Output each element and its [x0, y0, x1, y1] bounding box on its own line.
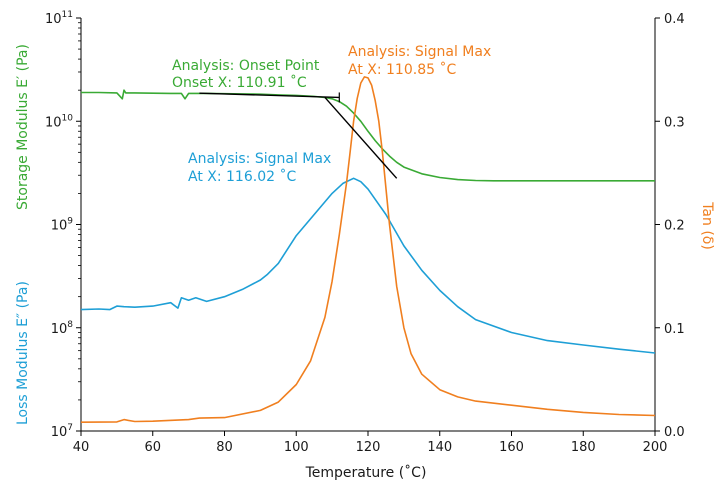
x-tick-label: 200 — [643, 440, 668, 455]
loss-max-annotation-line2: At X: 116.02 ˚C — [188, 168, 296, 185]
tan-delta-axis-label: Tan (δ) — [699, 201, 715, 250]
series-lines — [80, 76, 656, 423]
onset-tangent-line — [324, 96, 398, 179]
tan-max-annotation-line1: Analysis: Signal Max — [348, 44, 491, 60]
x-tick-label: 160 — [499, 440, 524, 455]
right-tick-label: 0.0 — [664, 425, 685, 440]
left-tick-base: 10 — [51, 425, 68, 440]
right-tick-label: 0.2 — [664, 219, 685, 234]
onset-annotation-line2: Onset X: 110.91 ˚C — [172, 74, 307, 91]
x-tick-label: 180 — [571, 440, 596, 455]
left-tick-exponent: 8 — [67, 320, 73, 330]
right-tick-label: 0.3 — [664, 115, 685, 130]
left-tick-exponent: 7 — [67, 423, 73, 433]
loss-modulus-axis-label: Loss Modulus E″ (Pa) — [15, 281, 31, 425]
left-tick-label: 108 — [51, 320, 74, 337]
x-tick-label: 140 — [427, 440, 452, 455]
tan-max-annotation: Analysis: Signal Max At X: 110.85 ˚C — [348, 44, 491, 78]
x-tick-label: 120 — [356, 440, 381, 455]
x-tick-label: 100 — [284, 440, 309, 455]
storage-modulus-axis-label: Storage Modulus E′ (Pa) — [15, 44, 31, 210]
x-tick-label: 40 — [73, 440, 90, 455]
left-tick-exponent: 11 — [62, 10, 73, 20]
x-tick-label: 60 — [144, 440, 161, 455]
right-tick-label: 0.4 — [664, 12, 685, 27]
left-tick-label: 109 — [51, 217, 74, 234]
onset-annotation: Analysis: Onset Point Onset X: 110.91 ˚C — [172, 58, 320, 91]
left-tick-label: 107 — [51, 423, 73, 440]
x-axis-label: Temperature (˚C) — [305, 464, 427, 481]
left-tick-base: 10 — [51, 322, 68, 337]
left-tick-base: 10 — [45, 12, 62, 27]
onset-tangent-line — [199, 92, 340, 99]
tan-delta-line — [80, 76, 656, 423]
loss-modulus-line — [80, 177, 656, 354]
right-tick-label: 0.1 — [664, 322, 685, 337]
right-axis-ticks: 0.0 0.1 0.2 0.3 0.4 — [655, 12, 685, 440]
left-tick-exponent: 10 — [62, 113, 74, 123]
left-tick-label: 1011 — [45, 10, 73, 27]
onset-annotation-line1: Analysis: Onset Point — [172, 58, 320, 74]
left-tick-label: 1010 — [45, 113, 73, 130]
tan-max-annotation-line2: At X: 110.85 ˚C — [348, 61, 456, 78]
left-tick-base: 10 — [51, 219, 68, 234]
left-tick-base: 10 — [45, 115, 62, 130]
x-tick-label: 80 — [216, 440, 233, 455]
plot-frame — [80, 18, 656, 432]
loss-max-annotation-line1: Analysis: Signal Max — [188, 151, 331, 167]
left-tick-exponent: 9 — [67, 217, 73, 227]
loss-max-annotation: Analysis: Signal Max At X: 116.02 ˚C — [188, 151, 331, 185]
onset-tangent-lines — [199, 92, 398, 179]
x-axis-ticks: 40 60 80 100 120 140 160 180 200 — [73, 431, 668, 455]
storage-modulus-line — [81, 89, 655, 182]
